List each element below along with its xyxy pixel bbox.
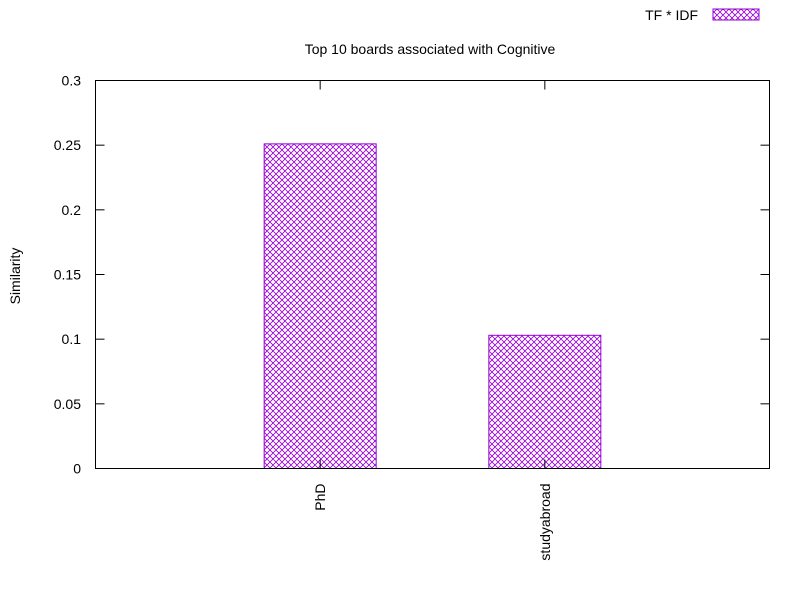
- y-tick-label: 0.1: [62, 331, 82, 347]
- x-axis-ticks: PhD studyabroad: [312, 80, 553, 561]
- x-tick-label: studyabroad: [537, 484, 553, 561]
- y-axis-label: Similarity: [7, 248, 23, 305]
- legend: TF * IDF: [645, 7, 760, 23]
- legend-label: TF * IDF: [645, 7, 698, 23]
- y-tick-label: 0.3: [62, 73, 82, 89]
- legend-swatch: [712, 8, 760, 21]
- plot-frame: [95, 80, 770, 469]
- y-tick-label: 0.25: [54, 137, 81, 153]
- y-tick-label: 0.2: [62, 202, 82, 218]
- bar-phd: [263, 143, 377, 470]
- y-axis-ticks: 0 0.05 0.1 0.15 0.2 0.25 0.3: [54, 73, 770, 477]
- y-tick-label: 0.15: [54, 267, 81, 283]
- bar-studyabroad: [488, 334, 602, 469]
- y-tick-label: 0.05: [54, 396, 81, 412]
- y-tick-label: 0: [73, 461, 81, 477]
- chart-title: Top 10 boards associated with Cognitive: [305, 41, 556, 57]
- x-tick-label: PhD: [312, 484, 328, 511]
- bars: [263, 143, 602, 470]
